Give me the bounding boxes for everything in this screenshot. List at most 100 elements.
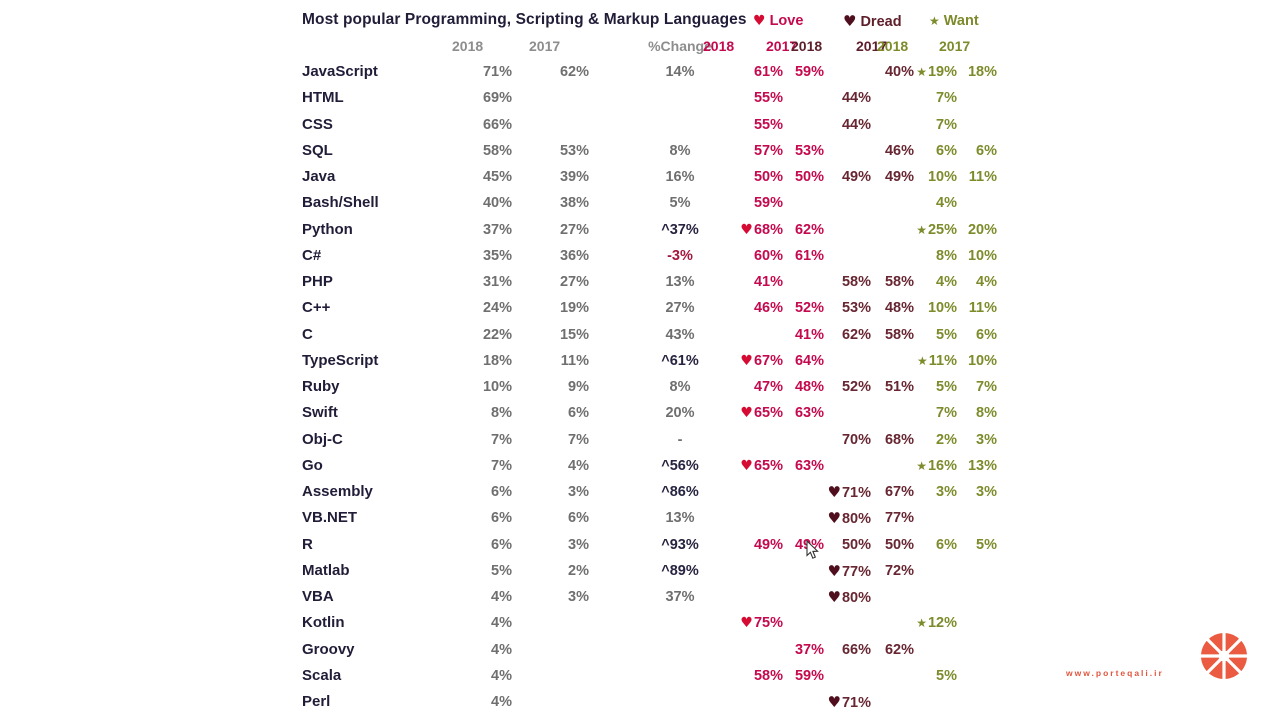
cell-dread-2017: 49% — [884, 169, 914, 185]
cell-love-2018: 55% — [753, 90, 783, 107]
cell-popularity-2017: 27% — [559, 221, 589, 238]
cell-percent-change: 37% — [665, 589, 695, 605]
watermark-url: www.porteqali.ir — [1066, 668, 1164, 678]
cell-dread-2017: 68% — [884, 431, 914, 448]
cell-dread-2017: 40% — [884, 64, 914, 80]
cell-love-2017: 48% — [794, 379, 824, 395]
legend-dread: ♥ Dread — [843, 11, 902, 32]
cell-dread-2018: 70% — [841, 431, 871, 448]
cell-want-2017: 11% — [968, 169, 997, 185]
cell-want-2017: 18% — [967, 64, 997, 80]
col-header-love-2018: 2018 — [703, 38, 735, 54]
cell-popularity-2017: 27% — [559, 274, 589, 290]
cell-want-2018: ★25% — [916, 221, 957, 238]
col-header-percent-change: %Change — [648, 38, 712, 54]
cell-want-2018: 7% — [936, 116, 957, 133]
cell-want-2017: 5% — [976, 536, 997, 553]
cell-love-2017: 41% — [794, 326, 824, 343]
legend: ♥ Love ♥ Dread ★ Want — [0, 11, 1280, 31]
cell-dread-2017: 58% — [884, 326, 914, 343]
language-name: Kotlin — [302, 614, 345, 632]
cell-dread-2018: ♥71% — [827, 693, 871, 711]
cell-want-2018: ★11% — [917, 352, 957, 369]
orange-slice-logo-icon — [1199, 631, 1249, 681]
cell-want-2017: 20% — [967, 221, 997, 238]
cell-percent-change: -3% — [667, 247, 693, 264]
cell-dread-2017: 46% — [884, 142, 914, 159]
language-name: VB.NET — [302, 509, 358, 527]
love-heart-icon: ♥ — [740, 352, 753, 369]
cell-dread-2017: 72% — [884, 562, 914, 579]
cell-love-2017: 62% — [794, 221, 824, 238]
cell-dread-2018: ♥80% — [827, 588, 871, 606]
cell-popularity-2017: 3% — [568, 536, 589, 553]
dread-heart-icon: ♥ — [827, 483, 841, 501]
cell-want-2018: 6% — [936, 536, 957, 553]
col-header-popularity-2017: 2017 — [529, 38, 561, 54]
cell-popularity-2018: 40% — [482, 195, 512, 212]
cell-percent-change: 20% — [665, 405, 695, 422]
want-star-icon: ★ — [917, 353, 928, 368]
cell-want-2018: ★16% — [916, 457, 957, 474]
cell-want-2018: 2% — [936, 431, 957, 448]
cell-dread-2018: 49% — [841, 169, 871, 185]
cell-want-2018: ★12% — [916, 615, 957, 632]
language-name: C++ — [302, 299, 331, 317]
table-row: Assembly 6% 3% ^86% ♥71% 67% 3% 3% — [0, 479, 1280, 505]
col-header-want-2017: 2017 — [939, 38, 971, 54]
table-row: Bash/Shell 40% 38% 5% 59% 4% — [0, 190, 1280, 216]
cell-dread-2017: 58% — [884, 274, 914, 290]
cell-popularity-2017: 9% — [568, 379, 589, 395]
cell-want-2018: 7% — [936, 405, 957, 422]
cell-love-2017: 50% — [794, 169, 824, 185]
legend-love: ♥ Love — [753, 11, 803, 31]
cell-popularity-2018: 18% — [482, 352, 512, 369]
table-row: PHP 31% 27% 13% 41% 58% 58% 4% 4% — [0, 269, 1280, 295]
cell-love-2017: 63% — [794, 405, 824, 422]
table-row: Obj-C 7% 7% - 70% 68% 2% 3% — [0, 427, 1280, 453]
language-name: TypeScript — [302, 351, 379, 369]
table-row: JavaScript 71% 62% 14% 61% 59% 40% ★19% 18% — [0, 59, 1280, 85]
language-name: R — [302, 535, 313, 553]
cell-popularity-2017: 53% — [559, 142, 589, 159]
love-heart-icon: ♥ — [740, 615, 753, 632]
language-name: Go — [302, 456, 323, 474]
cell-love-2017: 64% — [794, 352, 824, 369]
cell-popularity-2018: 69% — [482, 90, 512, 107]
cell-popularity-2018: 6% — [491, 536, 512, 553]
cell-popularity-2018: 31% — [482, 274, 512, 290]
dread-heart-icon: ♥ — [827, 588, 841, 606]
cell-dread-2018: 52% — [841, 379, 871, 395]
cell-popularity-2017: 62% — [559, 64, 589, 80]
table-row: C# 35% 36% -3% 60% 61% 8% 10% — [0, 243, 1280, 269]
cell-want-2018: ★19% — [916, 64, 957, 80]
table-row: HTML 69% 55% 44% 7% — [0, 85, 1280, 111]
cell-popularity-2018: 66% — [482, 116, 512, 133]
table-row: TypeScript 18% 11% ^61% ♥67% 64% ★11% 10% — [0, 348, 1280, 374]
cell-love-2018: 58% — [753, 667, 783, 684]
table-row: Matlab 5% 2% ^89% ♥77% 72% — [0, 558, 1280, 584]
language-name: JavaScript — [302, 63, 378, 80]
cell-popularity-2018: 45% — [482, 169, 512, 185]
dread-heart-icon: ♥ — [827, 693, 841, 711]
cell-percent-change: 43% — [665, 326, 695, 343]
want-star-icon: ★ — [929, 14, 940, 28]
table-row: VBA 4% 3% 37% ♥80% — [0, 584, 1280, 610]
cell-popularity-2017: 38% — [559, 195, 589, 212]
dread-heart-icon: ♥ — [827, 561, 841, 580]
want-star-icon: ★ — [916, 222, 927, 237]
cell-want-2018: 10% — [927, 300, 957, 317]
cell-want-2018: 5% — [936, 379, 957, 395]
cell-popularity-2018: 22% — [482, 326, 512, 343]
table-row: C++ 24% 19% 27% 46% 52% 53% 48% 10% 11% — [0, 295, 1280, 321]
cell-popularity-2018: 4% — [491, 615, 512, 632]
table-row: Ruby 10% 9% 8% 47% 48% 52% 51% 5% 7% — [0, 374, 1280, 400]
watermark: www.porteqali.ir — [1060, 628, 1260, 698]
cell-want-2018: 6% — [936, 142, 957, 159]
language-name: Scala — [302, 666, 342, 684]
language-name: Assembly — [302, 483, 373, 500]
cell-popularity-2018: 6% — [491, 484, 512, 500]
cell-want-2018: 7% — [936, 90, 957, 107]
cell-dread-2018: 53% — [841, 300, 871, 317]
